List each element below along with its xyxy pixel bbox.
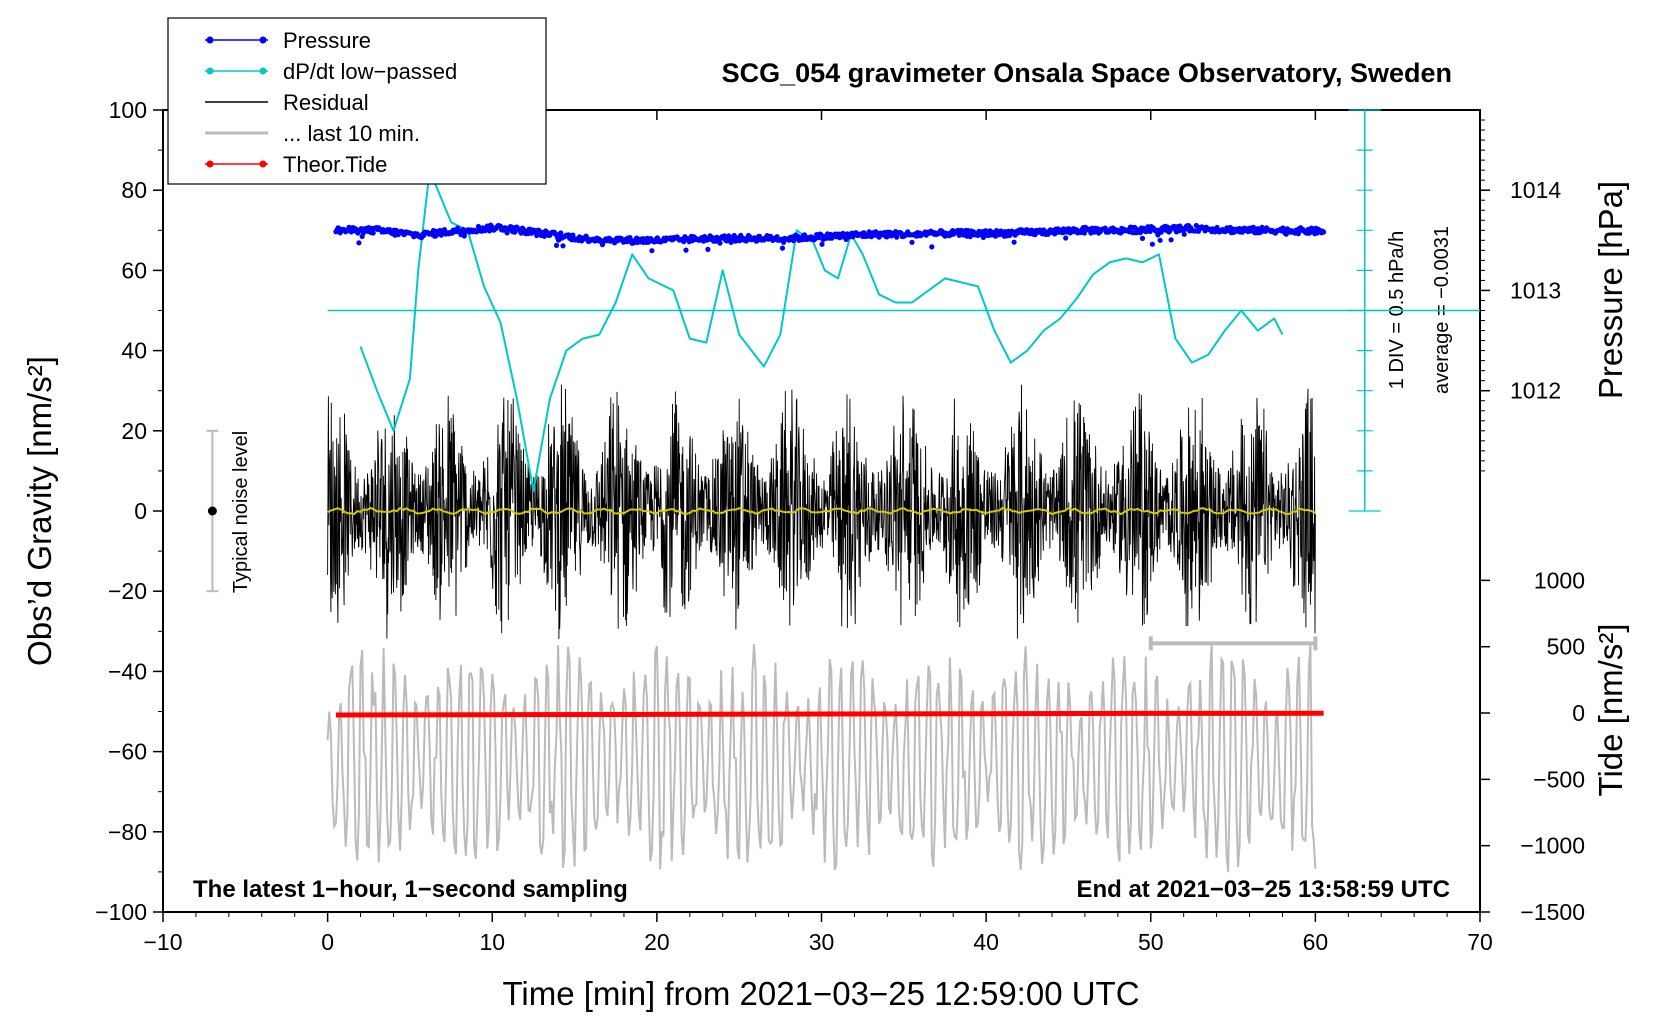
x-tick-label: −10 bbox=[143, 929, 182, 955]
legend-label: Theor.Tide bbox=[283, 152, 387, 177]
x-axis-label: Time [min] from 2021−03−25 12:59:00 UTC bbox=[502, 975, 1139, 1012]
legend-marker bbox=[206, 160, 214, 168]
pressure-tick-label: 1014 bbox=[1510, 177, 1561, 203]
pressure-point bbox=[1168, 237, 1174, 243]
pressure-point bbox=[1063, 235, 1069, 241]
y-tick-label: −60 bbox=[108, 739, 147, 765]
pressure-point bbox=[929, 244, 935, 250]
y-tick-label: 60 bbox=[121, 257, 147, 283]
pressure-point bbox=[1181, 231, 1187, 237]
annotation-left: The latest 1−hour, 1−second sampling bbox=[193, 876, 628, 903]
pressure-axis-label: Pressure [hPa] bbox=[1592, 181, 1629, 399]
pressure-point bbox=[967, 234, 973, 240]
x-tick-label: 60 bbox=[1303, 929, 1329, 955]
y-tick-label: 40 bbox=[121, 338, 147, 364]
y-axis-label: Obs’d Gravity [nm/s²] bbox=[21, 356, 58, 666]
pressure-point bbox=[360, 230, 366, 236]
pressure-point bbox=[884, 234, 890, 240]
legend-label: Residual bbox=[283, 90, 369, 115]
legend-label: dP/dt low−passed bbox=[283, 59, 457, 84]
y-tick-label: 80 bbox=[121, 177, 147, 203]
pressure-point bbox=[512, 229, 518, 235]
x-tick-label: 10 bbox=[479, 929, 505, 955]
pressure-point bbox=[1137, 230, 1143, 236]
extras bbox=[206, 109, 1480, 651]
x-tick-label: 40 bbox=[973, 929, 999, 955]
y-tick-label: 0 bbox=[134, 498, 147, 524]
legend-marker bbox=[206, 67, 214, 75]
pressure-tick-label: 1013 bbox=[1510, 277, 1561, 303]
noise-bar-center-dot bbox=[207, 506, 217, 516]
x-tick-label: 30 bbox=[809, 929, 835, 955]
pressure-point bbox=[1081, 230, 1087, 236]
pressure-point bbox=[1321, 229, 1327, 235]
pressure-point bbox=[461, 233, 467, 239]
noise-label: Typical noise level bbox=[230, 431, 252, 593]
x-tick-label: 70 bbox=[1467, 929, 1493, 955]
pressure-point bbox=[504, 230, 510, 236]
tide-axis-label: Tide [nm/s²] bbox=[1592, 624, 1629, 797]
y-tick-label: −100 bbox=[95, 899, 147, 925]
series-pressure bbox=[333, 222, 1327, 254]
pressure-point bbox=[1011, 239, 1017, 245]
legend-marker bbox=[259, 36, 267, 44]
pressure-point bbox=[717, 240, 723, 246]
pressure-point bbox=[705, 246, 711, 252]
legend-label: ... last 10 min. bbox=[283, 121, 420, 146]
legend-items: Pressure dP/dt low−passed Residual ... last… bbox=[205, 28, 457, 177]
pressure-point bbox=[1250, 224, 1256, 230]
pressure-point bbox=[983, 228, 989, 234]
pressure-point bbox=[1149, 241, 1155, 247]
legend: Pressure dP/dt low−passed Residual ... last… bbox=[167, 17, 547, 185]
tide-tick-label: −1000 bbox=[1520, 833, 1585, 859]
x-tick-label: 50 bbox=[1138, 929, 1164, 955]
pressure-tick-label: 1012 bbox=[1510, 378, 1561, 404]
tide-tick-label: −500 bbox=[1533, 766, 1585, 792]
y-tick-label: −40 bbox=[108, 658, 147, 684]
pressure-point bbox=[356, 240, 362, 246]
y-tick-label: −20 bbox=[108, 578, 147, 604]
pressure-point bbox=[541, 233, 548, 239]
pressure-point bbox=[1147, 228, 1153, 234]
pressure-point bbox=[553, 242, 560, 248]
tide-tick-label: 0 bbox=[1572, 700, 1585, 726]
legend-marker bbox=[259, 160, 267, 168]
pressure-point bbox=[370, 230, 376, 236]
pressure-point bbox=[649, 248, 655, 254]
pressure-point bbox=[558, 230, 564, 236]
pressure-point bbox=[819, 241, 825, 247]
pressure-point bbox=[560, 243, 566, 249]
legend-box bbox=[167, 17, 547, 185]
pressure-point bbox=[1139, 235, 1146, 241]
pressure-point bbox=[1157, 237, 1163, 243]
y-tick-label: 20 bbox=[121, 418, 147, 444]
chart-title: SCG_054 gravimeter Onsala Space Observat… bbox=[722, 58, 1452, 88]
tide-tick-label: 500 bbox=[1547, 634, 1585, 660]
series-last10-line bbox=[326, 643, 1317, 873]
series-tide-line bbox=[335, 710, 1324, 718]
ticks: −10 0 10 20 30 40 50 60 70100806040200−20−40−60−… bbox=[95, 97, 1585, 955]
legend-marker bbox=[206, 36, 214, 44]
legend-label: Pressure bbox=[283, 28, 371, 53]
series-residual-line bbox=[327, 384, 1316, 640]
pressure-point bbox=[909, 239, 915, 245]
y-tick-label: 100 bbox=[109, 97, 147, 123]
series-residual-smoothed-line bbox=[327, 506, 1316, 516]
y-tick-label: −80 bbox=[108, 819, 147, 845]
pressure-point bbox=[779, 245, 786, 251]
pressure-point bbox=[1295, 231, 1301, 237]
tide-tick-label: −1500 bbox=[1520, 899, 1585, 925]
annotation-right: End at 2021−03−25 13:58:59 UTC bbox=[1076, 876, 1450, 903]
x-tick-label: 0 bbox=[321, 929, 334, 955]
pressure-point bbox=[627, 235, 633, 241]
pressure-point bbox=[683, 247, 689, 253]
x-tick-label: 20 bbox=[644, 929, 670, 955]
tide-tick-label: 1000 bbox=[1534, 567, 1585, 593]
legend-marker bbox=[259, 67, 267, 75]
series-layer bbox=[326, 169, 1327, 873]
pressure-point bbox=[534, 232, 540, 239]
pressure-point bbox=[681, 239, 687, 245]
